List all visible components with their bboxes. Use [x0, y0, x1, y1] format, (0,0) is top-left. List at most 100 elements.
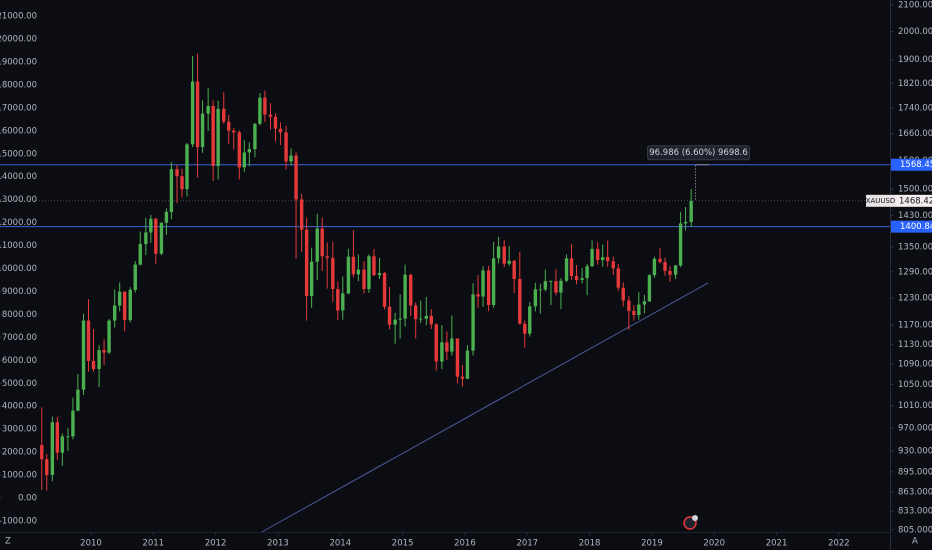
candle [278, 122, 283, 146]
y2-tick-label: 1900.000 [898, 55, 932, 65]
candle [284, 125, 288, 170]
candle-body [683, 221, 688, 224]
event-marker[interactable] [683, 515, 698, 530]
candle-body [164, 211, 169, 223]
candle-body [569, 258, 574, 277]
candle-body [216, 108, 220, 166]
symbol-label: XAUUSD [866, 197, 896, 205]
candle [242, 140, 247, 172]
candle-body [346, 256, 351, 294]
x-tick-label: 2011 [142, 539, 164, 549]
candle-body [102, 350, 106, 353]
candle [502, 240, 506, 268]
candle [185, 142, 189, 197]
candle [616, 263, 620, 291]
candle [673, 265, 678, 280]
candle [81, 313, 86, 395]
candle [538, 283, 543, 314]
y2-tick-label: 1290.000 [898, 267, 932, 277]
candle [50, 416, 55, 482]
candle-body [637, 304, 641, 316]
candle-body [185, 144, 189, 190]
candle [200, 100, 205, 153]
candle [154, 217, 158, 265]
candle [180, 168, 184, 198]
y-tick-label: 15000.00 [0, 149, 37, 159]
candle-body [647, 275, 652, 302]
candle [336, 281, 340, 321]
candle [549, 280, 553, 306]
candle-body [341, 293, 345, 311]
y2-tick-label: 1130.000 [898, 340, 932, 350]
candle [543, 269, 548, 292]
candle [227, 114, 231, 145]
candle-body [580, 278, 584, 280]
candle-body [175, 169, 179, 177]
candle-body [538, 289, 543, 291]
candle [40, 407, 44, 490]
candle-body [273, 116, 278, 129]
candle-body [590, 248, 594, 267]
y2-tick-label: 1010.000 [898, 401, 932, 411]
candle [486, 265, 491, 312]
candle-body [429, 315, 433, 325]
candle [507, 246, 511, 266]
candle [429, 309, 433, 329]
price-label: 1568.452 [900, 160, 932, 170]
candle-body [627, 300, 631, 311]
y-tick-label: 7000.00 [2, 333, 37, 343]
y2-tick-label: 1050.000 [898, 380, 932, 390]
candle-body [668, 270, 672, 275]
control-button[interactable]: Z [5, 537, 11, 547]
candle [668, 266, 672, 283]
x-tick-label: 2013 [267, 539, 289, 549]
candle [149, 214, 153, 243]
candle [403, 264, 407, 327]
y-tick-label: 13000.00 [0, 195, 37, 205]
candle [102, 339, 106, 366]
candle-body [574, 276, 579, 280]
candle-body [211, 106, 215, 166]
candle-body [268, 114, 273, 117]
candle [476, 275, 480, 308]
y2-tick-label: 930.000 [898, 446, 932, 456]
candle-body [227, 121, 231, 131]
y2-tick-label: 833.000 [898, 507, 932, 517]
candle [564, 254, 569, 283]
candle [206, 88, 210, 132]
candle [611, 256, 615, 276]
x-tick-label: 2016 [454, 539, 476, 549]
y-tick-label: 8000.00 [2, 310, 37, 320]
candle [528, 302, 532, 337]
candle-body [242, 152, 247, 168]
candle [346, 248, 351, 295]
candle-body [107, 320, 111, 353]
candle [159, 222, 164, 256]
candle [683, 206, 688, 231]
candle [590, 240, 594, 267]
candle [637, 292, 641, 320]
candle [647, 274, 652, 302]
candle [341, 276, 345, 320]
candle [434, 323, 438, 371]
candle [387, 286, 392, 330]
control-button[interactable]: A [912, 537, 918, 547]
candle-body [496, 246, 501, 259]
candle [351, 230, 356, 278]
candle [418, 300, 423, 323]
candle-body [278, 128, 283, 133]
x-tick-label: 2015 [392, 539, 414, 549]
candle-body [642, 301, 647, 305]
current-price-label: 1468.429 [899, 196, 932, 206]
candle-body [465, 350, 470, 379]
candle-body [523, 323, 527, 334]
candle-body [91, 360, 96, 370]
candle [169, 162, 174, 220]
candle-body [50, 422, 55, 475]
candle-body [471, 294, 475, 351]
candle [574, 265, 579, 285]
candle [164, 208, 169, 235]
candle-body [304, 229, 309, 297]
